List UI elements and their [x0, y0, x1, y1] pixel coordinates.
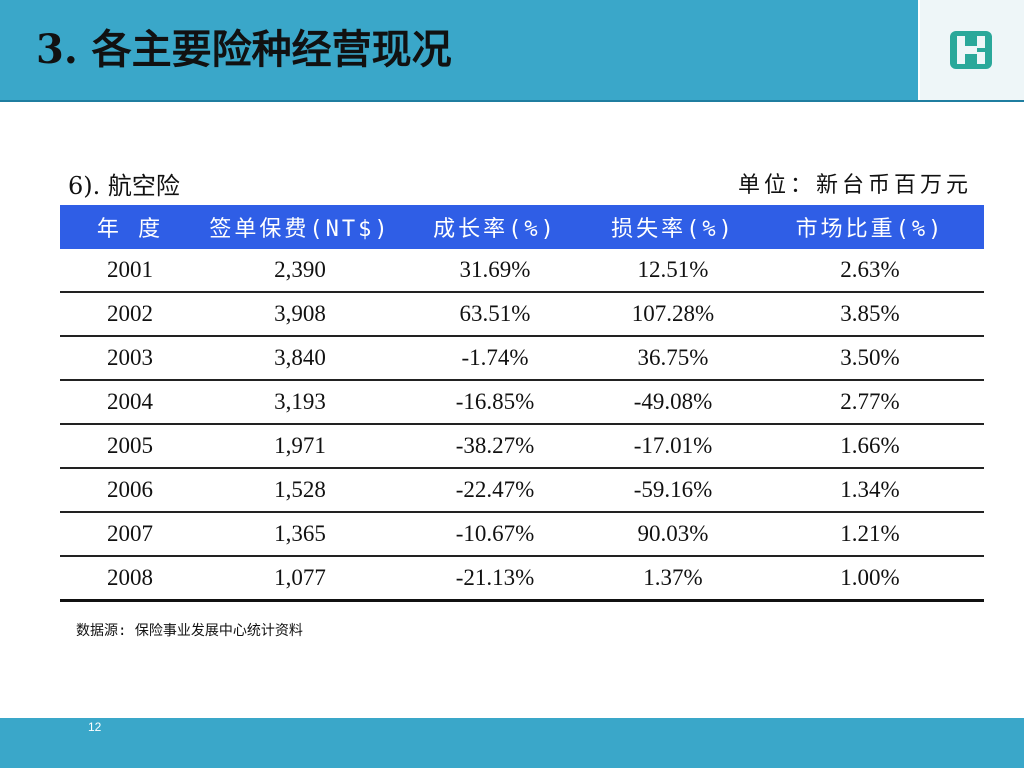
table-row: 2005 1,971 -38.27% -17.01% 1.66% [60, 424, 984, 469]
cell-growth: -21.13% [400, 556, 590, 602]
cell-loss: 90.03% [590, 512, 756, 557]
aviation-insurance-table: 年 度 签单保费(NT$) 成长率(%) 损失率(%) 市场比重(%) 2001… [60, 205, 984, 602]
column-header-year: 年 度 [60, 205, 200, 249]
cell-loss: -17.01% [590, 424, 756, 469]
column-header-premium: 签单保费(NT$) [200, 205, 400, 249]
company-logo-icon [950, 31, 992, 69]
cell-premium: 2,390 [200, 249, 400, 293]
cell-share: 1.00% [756, 556, 984, 602]
cell-share: 1.21% [756, 512, 984, 557]
cell-growth: -22.47% [400, 468, 590, 513]
table-row: 2007 1,365 -10.67% 90.03% 1.21% [60, 512, 984, 557]
cell-year: 2008 [60, 556, 200, 602]
header-divider [0, 100, 1024, 102]
table-row: 2006 1,528 -22.47% -59.16% 1.34% [60, 468, 984, 513]
table-row: 2001 2,390 31.69% 12.51% 2.63% [60, 249, 984, 293]
table-row: 2004 3,193 -16.85% -49.08% 2.77% [60, 380, 984, 425]
page-number: 12 [88, 720, 102, 734]
table-row: 2008 1,077 -21.13% 1.37% 1.00% [60, 556, 984, 602]
cell-growth: -38.27% [400, 424, 590, 469]
cell-growth: -1.74% [400, 336, 590, 381]
slide-title: 3. 各主要险种经营现况 [36, 26, 452, 73]
cell-year: 2004 [60, 380, 200, 425]
cell-year: 2001 [60, 249, 200, 293]
cell-share: 1.66% [756, 424, 984, 469]
cell-share: 1.34% [756, 468, 984, 513]
cell-growth: 63.51% [400, 292, 590, 337]
table-row: 2003 3,840 -1.74% 36.75% 3.50% [60, 336, 984, 381]
cell-loss: 107.28% [590, 292, 756, 337]
cell-premium: 1,077 [200, 556, 400, 602]
cell-growth: -10.67% [400, 512, 590, 557]
cell-premium: 1,528 [200, 468, 400, 513]
column-header-loss: 损失率(%) [590, 205, 756, 249]
section-subtitle: 6). 航空险 [68, 172, 180, 200]
cell-loss: 12.51% [590, 249, 756, 293]
cell-share: 2.63% [756, 249, 984, 293]
cell-loss: -59.16% [590, 468, 756, 513]
cell-premium: 3,193 [200, 380, 400, 425]
cell-share: 2.77% [756, 380, 984, 425]
table-row: 2002 3,908 63.51% 107.28% 3.85% [60, 292, 984, 337]
cell-premium: 1,365 [200, 512, 400, 557]
table-header-row: 年 度 签单保费(NT$) 成长率(%) 损失率(%) 市场比重(%) [60, 205, 984, 249]
column-header-growth: 成长率(%) [400, 205, 590, 249]
footer-bar [0, 718, 1024, 768]
header-bar [0, 0, 918, 100]
data-source-note: 数据源: 保险事业发展中心统计资料 [76, 623, 303, 639]
cell-year: 2003 [60, 336, 200, 381]
cell-year: 2006 [60, 468, 200, 513]
cell-loss: 36.75% [590, 336, 756, 381]
cell-loss: 1.37% [590, 556, 756, 602]
cell-share: 3.85% [756, 292, 984, 337]
column-header-share: 市场比重(%) [756, 205, 984, 249]
cell-premium: 3,840 [200, 336, 400, 381]
unit-label: 单位：新台币百万元 [737, 173, 972, 198]
cell-year: 2005 [60, 424, 200, 469]
cell-premium: 3,908 [200, 292, 400, 337]
cell-share: 3.50% [756, 336, 984, 381]
cell-premium: 1,971 [200, 424, 400, 469]
cell-growth: 31.69% [400, 249, 590, 293]
cell-year: 2002 [60, 292, 200, 337]
cell-loss: -49.08% [590, 380, 756, 425]
cell-growth: -16.85% [400, 380, 590, 425]
cell-year: 2007 [60, 512, 200, 557]
